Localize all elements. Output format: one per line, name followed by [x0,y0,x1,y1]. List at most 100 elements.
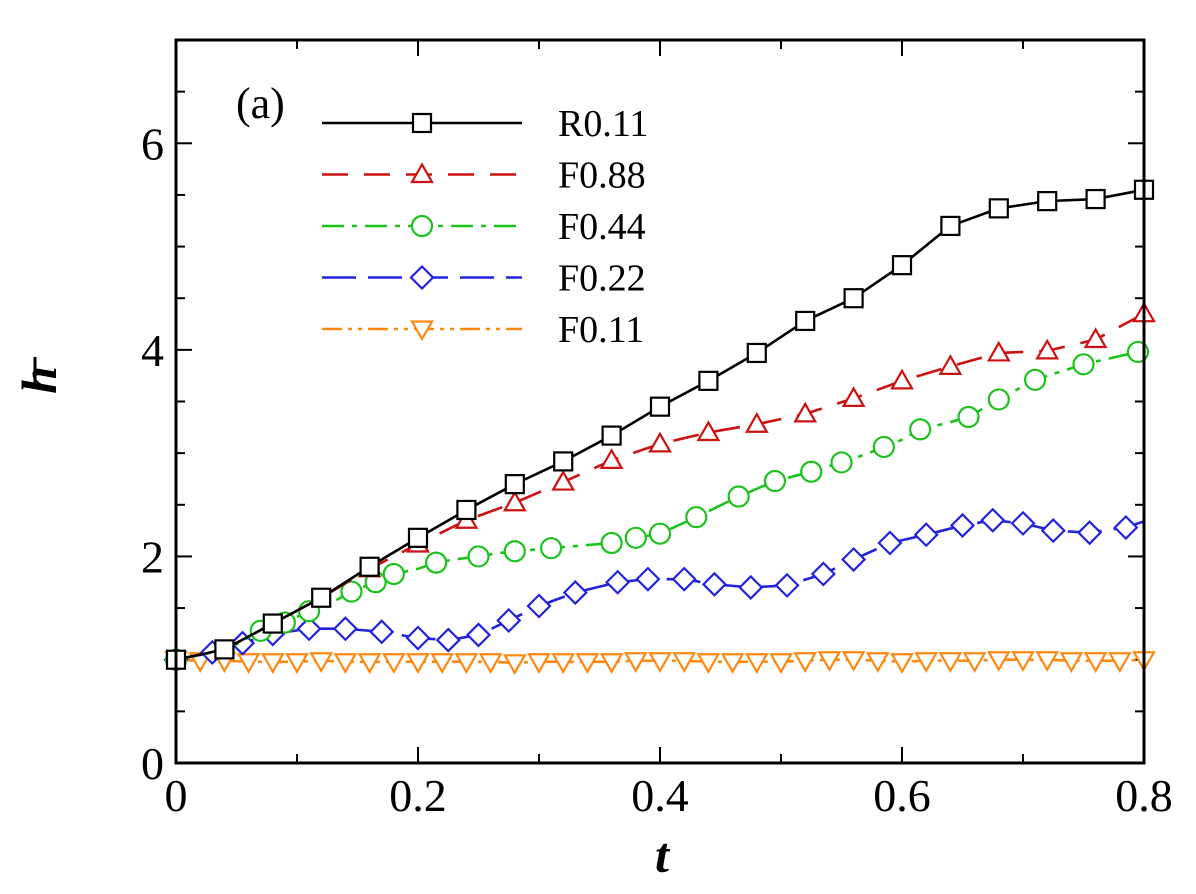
data-point [1023,368,1047,391]
axes-frame [174,38,1146,765]
data-point [987,388,1010,411]
data-point [382,562,405,586]
data-point [467,545,490,568]
data-point [938,652,963,673]
legend-label: F0.44 [558,206,646,248]
data-point [454,653,479,674]
data-point [1113,514,1139,541]
data-point [333,653,358,674]
data-point [800,460,823,483]
data-point [539,537,563,560]
x-tick-label: 0.6 [873,770,931,821]
data-point [774,572,800,598]
data-point [696,653,721,674]
data-point [877,530,903,556]
data-point [1011,651,1035,672]
data-point [635,566,661,592]
series-F0.11 [164,651,1156,676]
data-point [502,490,527,512]
data-point [600,531,623,555]
legend-marker [410,214,434,238]
legend-label: F0.88 [558,155,646,197]
data-point [738,574,764,600]
x-tick-label: 0 [165,770,188,821]
data-point [526,593,552,619]
data-point [810,561,836,587]
data-point [1072,353,1095,376]
data-point [369,619,395,645]
data-point [1076,520,1103,546]
legend-item: F0.88 [322,155,646,197]
data-point [696,420,721,442]
data-point [648,652,672,673]
data-point [1107,652,1132,673]
data-point [599,448,624,469]
data-point [793,401,818,423]
data-point [624,526,647,549]
data-point [648,431,672,453]
data-point [285,653,309,674]
legend-marker [410,320,434,342]
data-point [425,551,448,574]
data-point [744,412,769,433]
series-F0.44 [164,340,1150,671]
legend-label: R0.11 [558,103,648,145]
data-point [1037,191,1058,212]
data-point [465,622,492,648]
data-point [720,653,745,674]
data-point [296,616,322,642]
data-point [949,512,976,538]
data-point [340,580,363,603]
data-point [793,652,818,673]
data-point [872,435,895,459]
data-point [940,215,961,237]
data-point [503,540,526,563]
data-point [744,653,769,674]
data-point [649,396,671,417]
series-R0.11 [165,179,1155,670]
x-tick-label: 0.4 [631,770,689,821]
data-point [575,653,600,674]
data-point [605,569,631,595]
data-point [214,639,235,660]
legend-item: F0.22 [322,258,646,300]
data-point [746,342,767,364]
legend-item: F0.44 [322,206,646,248]
data-point [359,556,380,577]
data-point [405,625,431,651]
data-point [1035,338,1060,360]
legend-label: F0.11 [558,309,644,351]
data-point [1040,518,1066,544]
data-point [962,652,987,673]
data-point [890,368,914,390]
data-point [1059,652,1084,673]
legend-marker [409,264,435,291]
data-point [841,386,866,408]
legend-item: R0.11 [322,103,648,145]
data-point [727,485,750,508]
data-point [407,527,429,548]
data-point [986,651,1011,672]
legend-marker [410,162,434,184]
data-point [890,653,914,674]
y-tick-label: 6 [141,118,164,169]
data-point [957,405,980,429]
data-point [406,653,430,674]
data-point [913,522,939,548]
data-point [914,652,939,673]
data-point [381,653,406,674]
data-point [909,418,932,441]
data-point [311,587,332,608]
data-point [672,652,697,673]
data-point [841,651,866,672]
legend-marker [411,112,433,134]
data-point [623,652,648,673]
tick-labels: 0 0.2 0.4 0.6 0.8 0 2 4 6 [141,118,1173,821]
data-point [865,652,890,673]
data-point [1010,510,1036,536]
data-point [938,354,963,375]
data-point [599,653,624,674]
data-point [671,566,697,592]
data-point [236,653,261,674]
x-tick-label: 0.2 [389,770,447,821]
